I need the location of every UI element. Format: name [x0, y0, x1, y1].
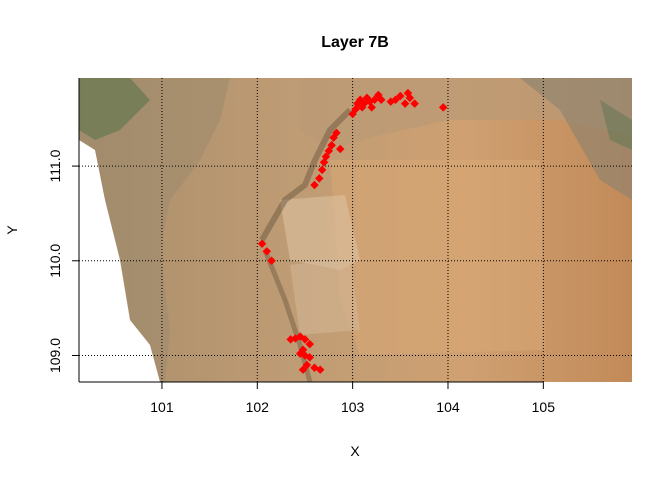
- data-point: [396, 91, 405, 101]
- y-tick-label: 109.0: [47, 338, 63, 373]
- data-point: [315, 174, 324, 183]
- grid-lines: [79, 78, 632, 382]
- background-photo: [79, 78, 632, 382]
- x-axis-label: X: [350, 443, 360, 459]
- x-tick-label: 102: [246, 399, 270, 415]
- data-points: [257, 88, 448, 374]
- x-axis: 101 102 103 104 105: [79, 381, 556, 415]
- y-tick-label: 111.0: [47, 149, 63, 182]
- chart-title: Layer 7B: [321, 34, 389, 51]
- data-point: [257, 239, 267, 248]
- data-point: [405, 93, 415, 103]
- data-point: [321, 152, 331, 161]
- data-point: [410, 99, 419, 108]
- data-point: [317, 165, 327, 175]
- data-point: [298, 365, 308, 374]
- data-point: [305, 339, 314, 349]
- data-point: [391, 95, 400, 105]
- data-point: [336, 144, 345, 154]
- data-point: [400, 99, 410, 108]
- data-point: [302, 360, 312, 370]
- x-tick-label: 103: [341, 399, 365, 415]
- data-point: [367, 103, 376, 112]
- y-tick-label: 110.0: [47, 244, 63, 278]
- data-point: [438, 103, 448, 112]
- x-tick-label: 104: [436, 399, 460, 415]
- y-axis: 109.0 110.0 111.0: [47, 78, 80, 382]
- data-point: [305, 353, 314, 362]
- x-tick-label: 101: [150, 399, 174, 415]
- y-axis-label: Y: [4, 225, 20, 235]
- data-point: [332, 128, 341, 138]
- data-point: [377, 95, 386, 105]
- data-point: [267, 256, 276, 266]
- x-tick-label: 105: [532, 399, 556, 415]
- data-point: [262, 247, 272, 256]
- data-point: [370, 95, 379, 105]
- data-point: [315, 365, 325, 374]
- data-point: [300, 335, 310, 344]
- data-point: [324, 146, 334, 156]
- data-point: [310, 180, 319, 190]
- data-point: [327, 140, 336, 150]
